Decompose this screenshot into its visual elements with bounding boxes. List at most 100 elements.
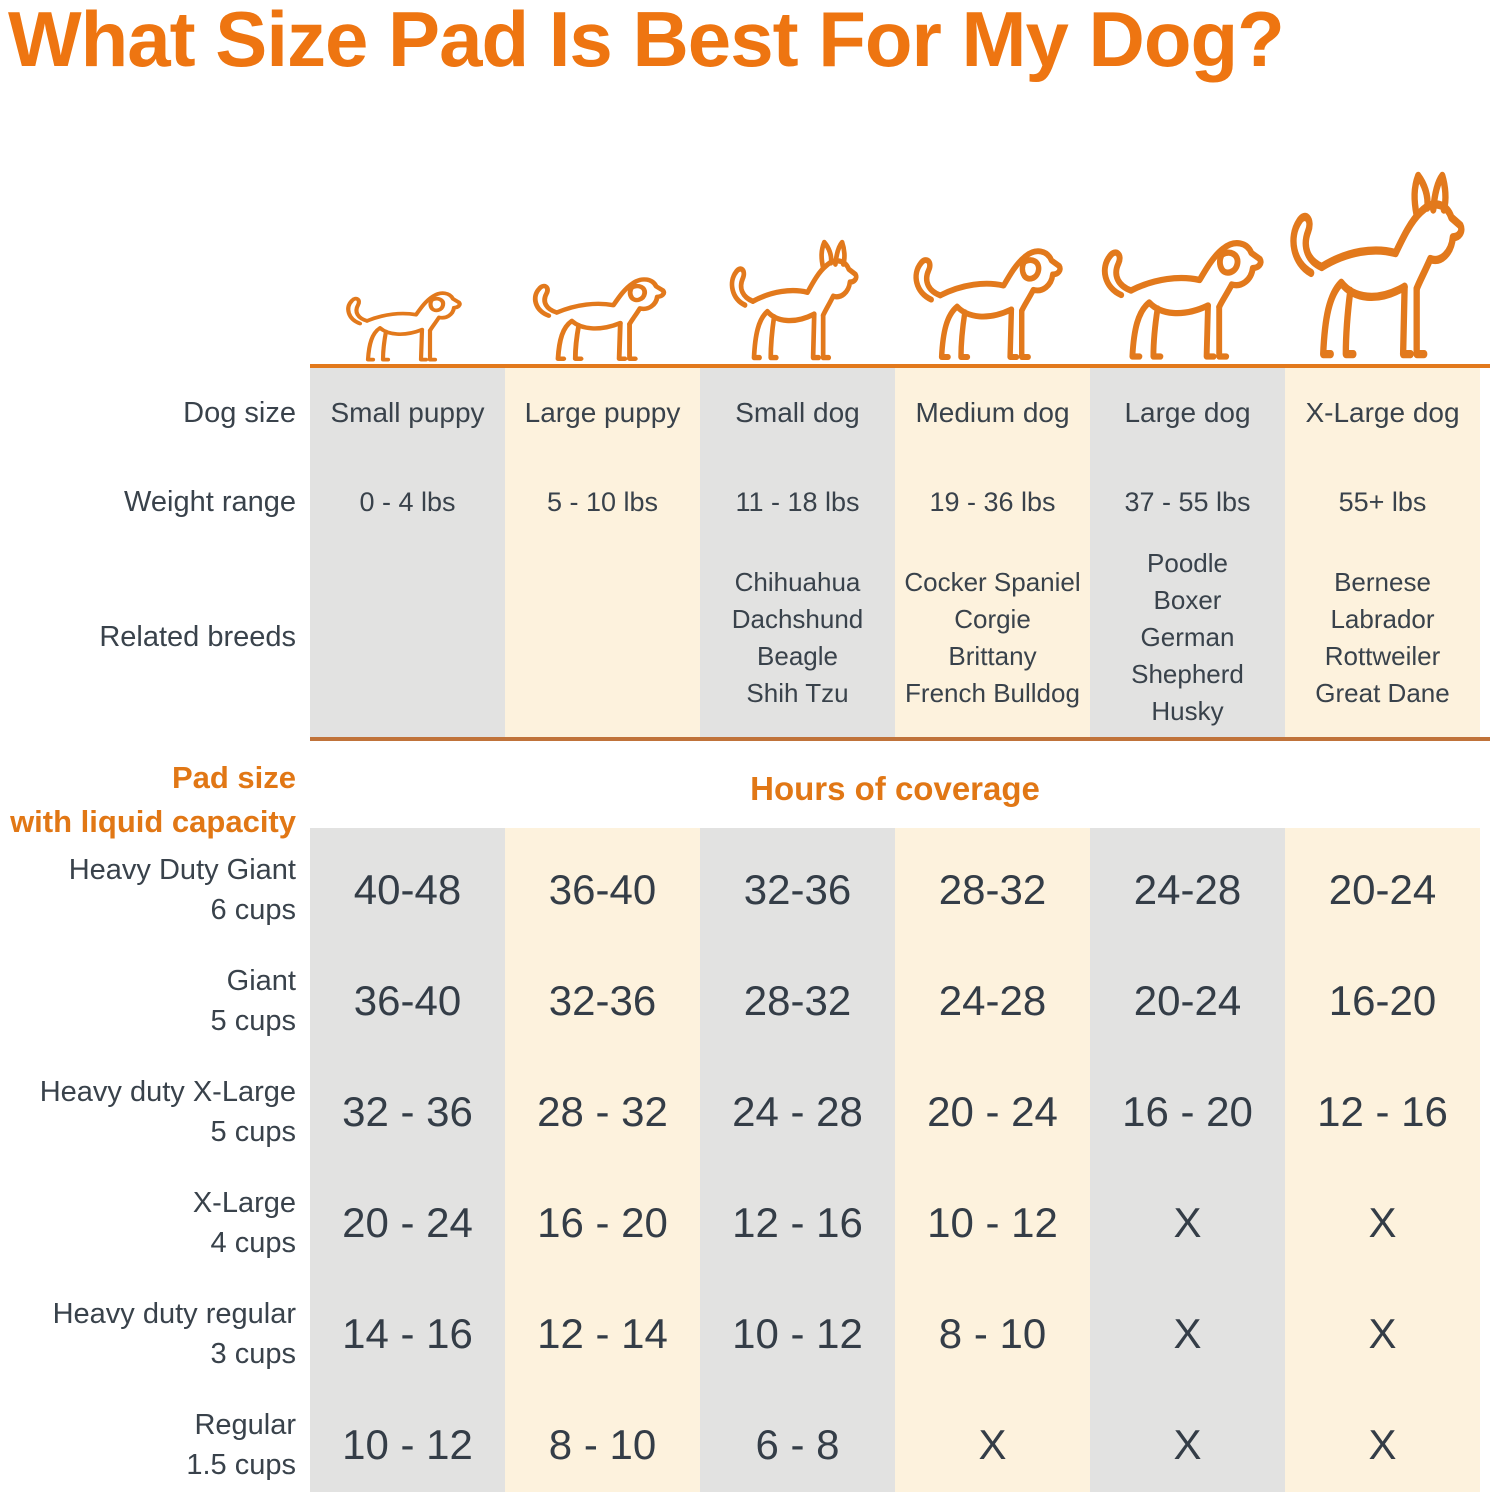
row-label-weight-range: Weight range: [124, 485, 296, 518]
coverage-value: 24 - 28: [732, 1087, 863, 1135]
column-stripe: [310, 828, 505, 1492]
pad-size-section-label: Pad size with liquid capacity: [0, 756, 296, 844]
coverage-value: X: [1368, 1309, 1397, 1357]
coverage-value: 8 - 10: [548, 1420, 657, 1468]
breeds-list: Bernese Labrador Rottweiler Great Dane: [1285, 545, 1480, 730]
breed: French Bulldog: [905, 677, 1080, 708]
pad-name: Giant: [226, 964, 296, 997]
pad-capacity: 1.5 cups: [186, 1448, 296, 1481]
column-stripe: [1090, 368, 1285, 737]
coverage-value: 28-32: [938, 865, 1047, 913]
pad-size-label-line2: with liquid capacity: [10, 804, 296, 839]
coverage-value: 10 - 12: [342, 1420, 473, 1468]
coverage-value: 6 - 8: [755, 1420, 840, 1468]
pad-row-x-large: X-Large 4 cups 20 - 24 16 - 20 12 - 16 1…: [0, 1167, 1499, 1278]
large-dog-icon: [1096, 214, 1278, 364]
coverage-value: 14 - 16: [342, 1309, 473, 1357]
coverage-value: X: [1173, 1309, 1202, 1357]
coverage-value: 20-24: [1133, 976, 1242, 1024]
coverage-value: 24-28: [938, 976, 1047, 1024]
pad-name: Heavy duty regular: [52, 1297, 296, 1330]
row-label-related-breeds: Related breeds: [99, 621, 296, 653]
weight-value: 55+ lbs: [1338, 486, 1427, 517]
breeds-list: Chihuahua Dachshund Beagle Shih Tzu: [700, 545, 895, 730]
breed: Poodle: [1147, 548, 1228, 578]
pad-capacity: 5 cups: [210, 1115, 296, 1148]
breed: Rottweiler: [1324, 640, 1441, 671]
coverage-value: 12 - 16: [1317, 1087, 1448, 1135]
weight-value: 37 - 55 lbs: [1124, 486, 1251, 517]
coverage-value: X: [1173, 1198, 1202, 1246]
coverage-value: 32-36: [548, 976, 657, 1024]
medium-dog-icon: [908, 224, 1076, 364]
related-breeds-row: Related breeds Chihuahua Dachshund Beagl…: [0, 545, 1499, 730]
hours-of-coverage-header: Hours of coverage: [750, 770, 1040, 807]
coverage-value: 16-20: [1328, 976, 1437, 1024]
column-header: X-Large dog: [1305, 397, 1460, 428]
coverage-value: 10 - 12: [927, 1198, 1058, 1246]
large-puppy-icon: [528, 259, 678, 364]
pad-name: X-Large: [192, 1186, 296, 1219]
pad-capacity: 4 cups: [210, 1226, 296, 1259]
coverage-value: 28-32: [743, 976, 852, 1024]
column-header: Large puppy: [524, 397, 681, 428]
pad-name: Regular: [194, 1408, 296, 1441]
coverage-value: 32-36: [743, 865, 852, 913]
coverage-value: 20 - 24: [927, 1087, 1058, 1135]
column-header: Large dog: [1124, 397, 1251, 428]
small-dog-icon: [725, 236, 870, 364]
coverage-value: 8 - 10: [938, 1309, 1047, 1357]
section-divider-line: [310, 737, 1490, 741]
coverage-value: 16 - 20: [537, 1198, 668, 1246]
ground-line: [310, 364, 1490, 368]
coverage-value: 36-40: [353, 976, 462, 1024]
column-header: Small dog: [735, 397, 860, 428]
pad-name: Heavy Duty Giant: [68, 853, 296, 886]
pad-row-giant: Giant 5 cups 36-40 32-36 28-32 24-28 20-…: [0, 945, 1499, 1056]
coverage-value: X: [978, 1420, 1007, 1468]
breed: Labrador: [1330, 603, 1435, 634]
pad-row-label: Regular 1.5 cups: [0, 1389, 296, 1500]
pad-row-label: Heavy duty X-Large 5 cups: [0, 1056, 296, 1167]
column-stripe: [505, 368, 700, 737]
x-large-dog-icon: [1284, 166, 1480, 364]
column-stripe: [700, 828, 895, 1492]
row-label-dog-size: Dog size: [183, 396, 296, 429]
breed: Brittany: [948, 640, 1037, 671]
coverage-value: 36-40: [548, 865, 657, 913]
small-puppy-icon: [342, 276, 472, 364]
column-header: Medium dog: [915, 397, 1070, 428]
coverage-value: X: [1368, 1420, 1397, 1468]
weight-range-row: Weight range 0 - 4 lbs 5 - 10 lbs 11 - 1…: [0, 458, 1499, 546]
breed: Great Dane: [1315, 677, 1450, 708]
pad-row-heavy-duty-regular: Heavy duty regular 3 cups 14 - 16 12 - 1…: [0, 1278, 1499, 1389]
coverage-value: 12 - 16: [732, 1198, 863, 1246]
pad-row-heavy-duty-x-large: Heavy duty X-Large 5 cups 32 - 36 28 - 3…: [0, 1056, 1499, 1167]
weight-value: 5 - 10 lbs: [546, 486, 659, 517]
breed: Bernese: [1334, 566, 1431, 597]
column-stripe: [895, 368, 1090, 737]
column-stripe: [505, 828, 700, 1492]
pad-row-regular: Regular 1.5 cups 10 - 12 8 - 10 6 - 8 X …: [0, 1389, 1499, 1500]
breed: Shih Tzu: [746, 677, 849, 708]
breeds-list: Poodle Boxer German Shepherd Husky: [1090, 545, 1285, 730]
pad-row-heavy-duty-giant: Heavy Duty Giant 6 cups 40-48 36-40 32-3…: [0, 834, 1499, 945]
pad-name: Heavy duty X-Large: [39, 1075, 296, 1108]
column-stripe: [895, 828, 1090, 1492]
breed: Beagle: [757, 640, 838, 671]
pad-row-label: Giant 5 cups: [0, 945, 296, 1056]
column-stripe: [1285, 828, 1480, 1492]
column-stripe: [1285, 368, 1480, 737]
pad-row-label: Heavy Duty Giant 6 cups: [0, 834, 296, 945]
dog-size-row: Dog size Small puppy Large puppy Small d…: [0, 368, 1499, 458]
breed: German Shepherd: [1131, 622, 1244, 689]
pad-size-label-line1: Pad size: [171, 760, 296, 795]
breed: Boxer: [1153, 585, 1222, 615]
coverage-value: 24-28: [1133, 865, 1242, 913]
column-stripe: [1090, 828, 1285, 1492]
coverage-value: 40-48: [353, 865, 462, 913]
pad-row-label: X-Large 4 cups: [0, 1167, 296, 1278]
weight-value: 19 - 36 lbs: [929, 486, 1056, 517]
page-title: What Size Pad Is Best For My Dog?: [8, 0, 1285, 83]
